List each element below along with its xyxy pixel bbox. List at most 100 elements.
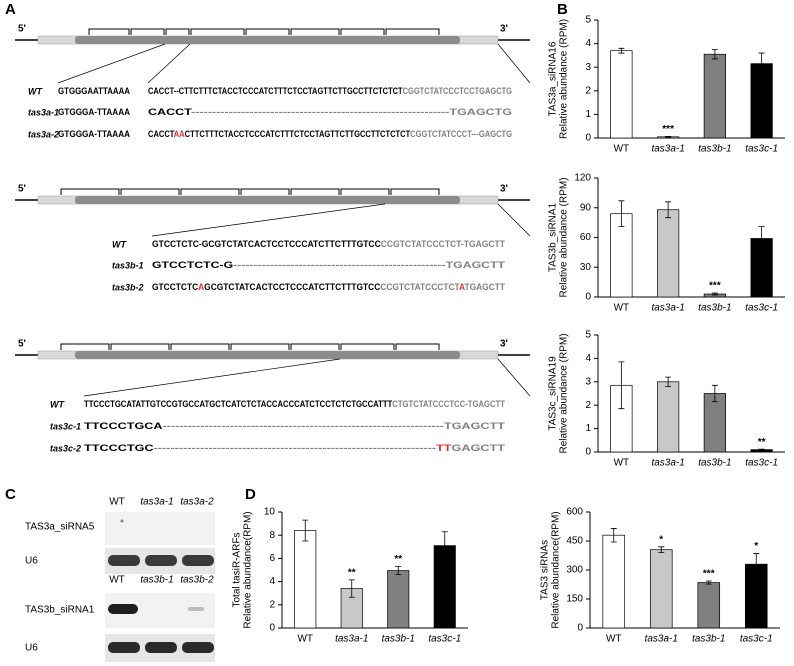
x-tick-label: WT — [614, 458, 630, 469]
error-bar — [758, 448, 765, 451]
y-tick-label: 120 — [574, 173, 591, 184]
gene-core — [75, 351, 460, 359]
error-bar — [618, 361, 625, 410]
significance-mark: * — [659, 534, 663, 545]
sequence-segment: ----------------------------------------… — [233, 260, 506, 270]
three-prime: 3' — [500, 184, 508, 195]
exon-bracket — [190, 28, 245, 35]
x-tick-label: tas3a-1 — [651, 303, 684, 314]
exon-bracket — [245, 28, 290, 35]
error-bar — [711, 384, 718, 403]
y-tick-label: 60 — [580, 232, 592, 243]
probe-label: U6 — [25, 643, 38, 654]
gene-schematics — [15, 28, 531, 397]
y-axis-label: Relative abundance(RPM) — [551, 511, 562, 628]
y-axis-label: TAS3b_siRNA1 — [548, 202, 559, 272]
y-tick-label: 4 — [585, 38, 591, 49]
exon-bracket — [60, 343, 110, 350]
blot-band — [188, 607, 204, 611]
x-tick-label: tas3a-1 — [651, 458, 684, 469]
bar — [657, 381, 680, 453]
x-tick-label: tas3b-1 — [698, 303, 731, 314]
y-tick-label: 450 — [566, 536, 583, 547]
genotype-label: WT — [112, 239, 127, 249]
genotype-label: tas3b-2 — [112, 282, 144, 292]
sequence: GTCCTCTC-G ------------------------------… — [152, 260, 506, 270]
significance-mark: *** — [662, 124, 674, 135]
genotype-label: tas3c-2 — [50, 443, 81, 453]
bar — [602, 534, 626, 629]
exon-bracket — [60, 188, 120, 195]
error-bar — [348, 579, 355, 598]
x-tick-label: tas3c-1 — [745, 303, 778, 314]
significance-mark: ** — [394, 554, 402, 565]
exon-bracket — [88, 28, 130, 35]
x-tick-label: WT — [614, 144, 630, 155]
sequence: GTGGGA-TTAAAA — [58, 129, 130, 139]
y-tick-label: 300 — [566, 565, 583, 576]
sequence-segment: GAGCTT — [452, 443, 506, 453]
error-bar — [618, 47, 625, 54]
sequence-segment: GTCCTCTC — [152, 282, 199, 292]
sequence-segment: CTTCTTTCTACCTCCCATCTTTCTCCTAGTTCTTGCCTTC… — [185, 129, 411, 139]
five-prime: 5' — [18, 24, 26, 35]
blot-spot — [120, 519, 124, 523]
significance-mark: *** — [703, 569, 715, 580]
bar — [703, 393, 726, 453]
significance-mark: *** — [709, 281, 721, 292]
error-bar — [665, 135, 672, 138]
sequence-segment: CGGTCTATCCCTCCTGAGCTG — [403, 86, 512, 96]
y-axis-label: Relative abundance (RPM) — [559, 19, 570, 139]
bar — [387, 570, 410, 629]
exon-bracket — [340, 28, 385, 35]
y-tick-label: 1 — [585, 109, 591, 120]
genotype-label: tas3c-1 — [50, 421, 81, 431]
zoom-line — [151, 203, 386, 237]
exon-bracket — [240, 188, 290, 195]
sequence: GTGGGAATTAAAA — [58, 86, 130, 96]
sequence-segment: GTCCTCTC-G — [152, 260, 233, 270]
y-tick-label: 0 — [585, 447, 591, 458]
blot-band — [108, 604, 138, 614]
x-tick-label: tas3c-1 — [740, 634, 773, 645]
probe-label: U6 — [25, 556, 38, 567]
exon-bracket — [110, 343, 170, 350]
y-tick-label: 0 — [585, 292, 591, 303]
lane-label: WT — [109, 575, 125, 586]
genotype-label: tas3a-1 — [28, 107, 59, 117]
sequence: CACCT -----------------------------------… — [148, 107, 512, 117]
y-tick-label: 4 — [585, 353, 591, 364]
five-prime: 5' — [18, 339, 26, 350]
blot-band — [108, 555, 140, 566]
error-bar — [753, 553, 760, 576]
y-tick-label: 1 — [585, 423, 591, 434]
lane-label: tas3a-2 — [180, 497, 214, 508]
x-tick-label: WT — [606, 634, 622, 645]
y-axis-label: Relative abundance(RPM) — [243, 511, 254, 628]
error-bar — [658, 546, 665, 553]
exon-bracket — [230, 343, 290, 350]
blot-band — [182, 555, 214, 566]
sequence-segment: CACCT — [148, 107, 192, 117]
y-tick-label: 10 — [264, 507, 276, 518]
blot-band — [145, 642, 177, 653]
exon-bracket — [340, 343, 395, 350]
zoom-line — [147, 43, 191, 84]
y-tick-label: 2 — [269, 599, 275, 610]
blot-membrane — [105, 512, 215, 545]
sequence-segment: TGAGCTT — [464, 282, 505, 292]
sequence: TTCCCTGC --------------------------------… — [84, 443, 506, 453]
sequence: GTGGGA-TTAAAA — [58, 107, 130, 117]
sequence-segment: TT — [436, 443, 452, 453]
sequence-segment: CCGTCTATCCCTCT-TGAGCTT — [381, 239, 506, 249]
y-axis-label: Relative abundance (RPM) — [559, 333, 570, 453]
y-tick-label: 0 — [269, 623, 275, 634]
error-bar — [665, 201, 672, 219]
y-axis-label: TAS3a_siRNA16 — [548, 41, 559, 116]
exon-bracket — [120, 188, 180, 195]
error-bar — [711, 292, 718, 296]
sequence: GTCCTCTC-GCGTCTATCACTCCTCCCATCTTCTTTGTCC… — [152, 239, 505, 249]
blot-band — [108, 642, 140, 653]
zoom-line — [497, 43, 531, 84]
error-bar — [618, 200, 625, 227]
